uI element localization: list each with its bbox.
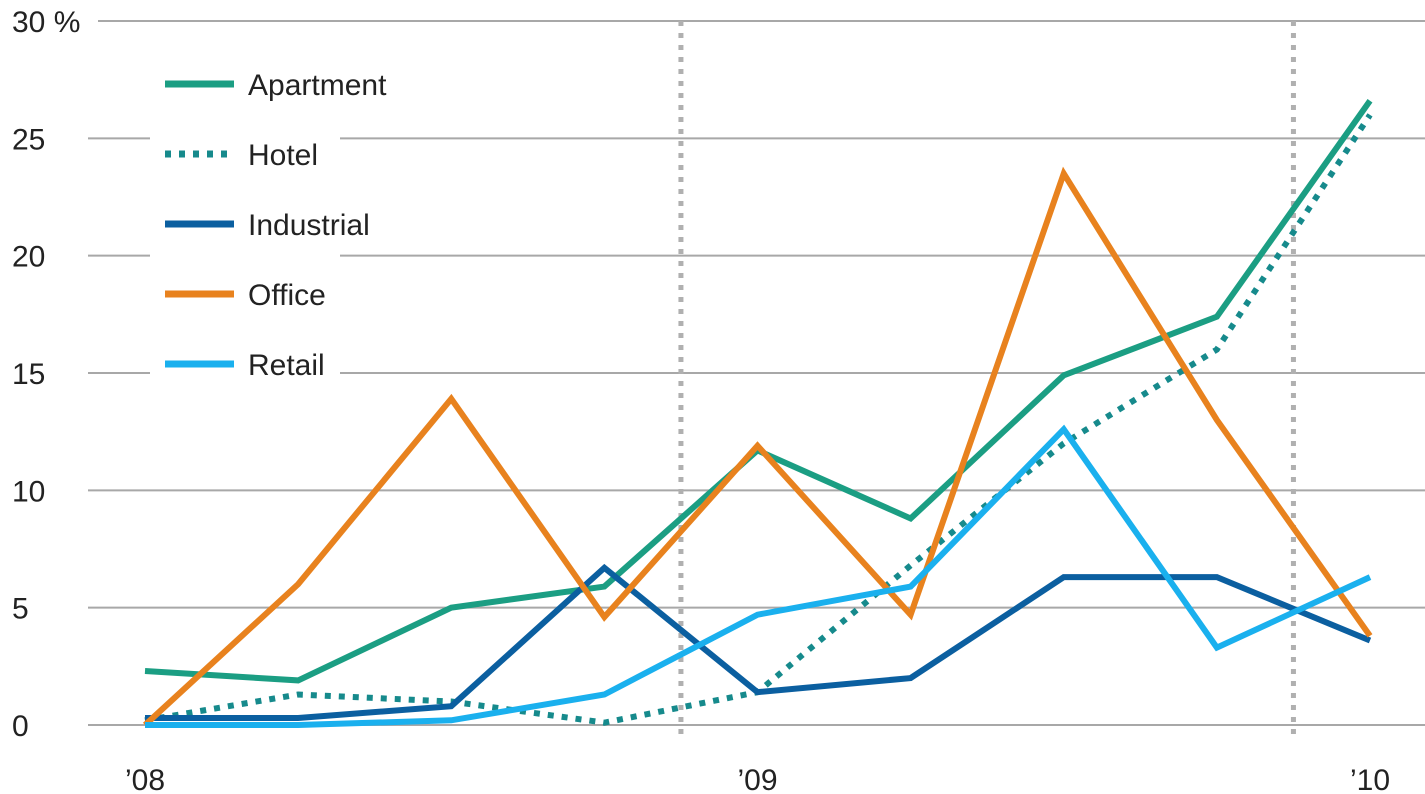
legend-label-apartment: Apartment (248, 69, 387, 102)
y-tick-label: 0 (12, 710, 29, 743)
series-lines (142, 99, 1373, 728)
y-tick-label: 30 % (12, 6, 80, 39)
legend-label-industrial: Industrial (248, 209, 370, 242)
x-tick-label: ’10 (1350, 764, 1390, 794)
legend-background (150, 50, 340, 380)
y-tick-label: 20 (12, 241, 45, 274)
legend: Apartment Hotel Industrial Office Retail (150, 50, 387, 382)
legend-label-retail: Retail (248, 349, 325, 382)
series-line-office (142, 166, 1373, 728)
legend-label-hotel: Hotel (248, 139, 318, 172)
y-tick-label: 15 (12, 358, 45, 391)
series-line-retail (145, 424, 1372, 728)
x-axis: ’08 ’09 ’10 (125, 764, 1390, 794)
x-tick-label: ’08 (125, 764, 165, 794)
y-tick-label: 25 (12, 123, 45, 156)
y-tick-label: 10 (12, 475, 45, 508)
x-tick-label: ’09 (737, 764, 777, 794)
y-tick-label: 5 (12, 593, 29, 626)
legend-label-office: Office (248, 279, 326, 312)
y-axis: 0 5 10 15 20 25 30 % (12, 6, 80, 743)
